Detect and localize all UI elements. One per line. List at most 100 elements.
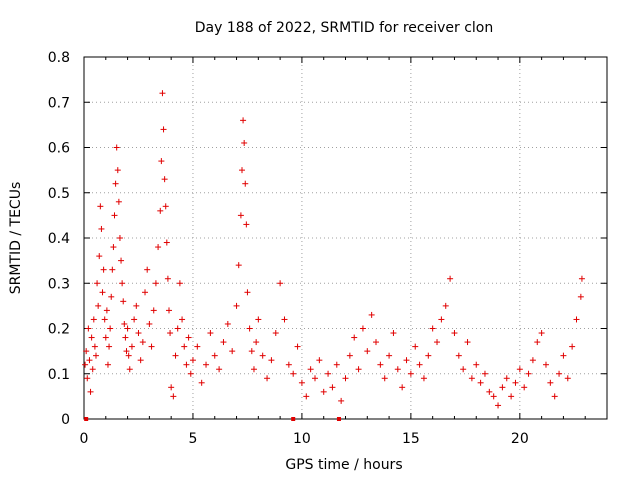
data-point	[394, 366, 401, 373]
data-point	[359, 325, 366, 332]
data-point	[142, 289, 149, 296]
data-point	[121, 320, 128, 327]
data-point	[125, 352, 132, 359]
data-point	[233, 302, 240, 309]
data-point	[477, 379, 484, 386]
data-point	[464, 339, 471, 346]
data-point	[547, 379, 554, 386]
data-point	[198, 379, 205, 386]
data-point	[490, 393, 497, 400]
data-point	[126, 366, 133, 373]
data-point	[311, 375, 318, 382]
data-point	[107, 325, 114, 332]
data-point	[165, 307, 172, 314]
y-tick-label: 0.3	[48, 276, 70, 292]
zero-marker	[84, 417, 89, 421]
data-point	[307, 366, 314, 373]
data-point	[109, 266, 116, 273]
data-point	[355, 366, 362, 373]
data-point	[381, 375, 388, 382]
data-point	[442, 302, 449, 309]
data-point	[259, 352, 266, 359]
data-point	[244, 289, 251, 296]
data-point	[253, 339, 260, 346]
data-point	[237, 212, 244, 219]
data-point	[189, 357, 196, 364]
data-point	[551, 393, 558, 400]
data-point	[573, 316, 580, 323]
data-point	[473, 361, 480, 368]
y-tick-label: 0.1	[48, 367, 70, 383]
data-point	[174, 325, 181, 332]
x-tick-label: 5	[188, 431, 197, 447]
data-point	[108, 293, 115, 300]
data-point	[161, 176, 168, 183]
data-point	[170, 393, 177, 400]
data-point	[495, 402, 502, 409]
data-point	[144, 266, 151, 273]
data-point	[235, 262, 242, 269]
y-tick-label: 0.2	[48, 322, 70, 338]
data-point	[85, 325, 92, 332]
data-point	[325, 370, 332, 377]
data-point	[114, 167, 121, 174]
data-point	[158, 158, 165, 165]
data-point	[377, 361, 384, 368]
data-point	[97, 203, 104, 210]
data-point	[91, 343, 98, 350]
data-point	[102, 334, 109, 341]
data-point	[434, 339, 441, 346]
data-point	[412, 343, 419, 350]
data-point	[90, 316, 97, 323]
data-point	[486, 388, 493, 395]
data-point	[115, 198, 122, 205]
data-point	[120, 298, 127, 305]
data-point	[542, 361, 549, 368]
data-point	[187, 370, 194, 377]
data-point	[159, 90, 166, 97]
data-point	[183, 361, 190, 368]
data-point	[346, 352, 353, 359]
data-point	[240, 117, 247, 124]
data-point	[194, 343, 201, 350]
chart-title: Day 188 of 2022, SRMTID for receiver clo…	[195, 20, 493, 36]
data-point	[386, 352, 393, 359]
data-point	[119, 280, 126, 287]
data-point	[160, 126, 167, 133]
data-point	[176, 280, 183, 287]
data-point	[578, 275, 585, 282]
data-point	[128, 343, 135, 350]
data-point	[451, 330, 458, 337]
data-point	[88, 334, 95, 341]
data-point	[285, 361, 292, 368]
x-axis-label: GPS time / hours	[285, 457, 402, 473]
data-point	[416, 361, 423, 368]
data-point	[94, 280, 101, 287]
data-point	[113, 144, 120, 151]
data-point	[185, 334, 192, 341]
data-point	[438, 316, 445, 323]
data-point	[556, 370, 563, 377]
data-point	[220, 339, 227, 346]
data-point	[101, 316, 108, 323]
x-tick-label: 0	[80, 431, 89, 447]
data-point	[106, 343, 113, 350]
data-point	[460, 366, 467, 373]
data-point	[104, 361, 111, 368]
x-tick-label: 20	[511, 431, 529, 447]
data-point	[429, 325, 436, 332]
data-point	[516, 366, 523, 373]
data-point	[139, 339, 146, 346]
x-tick-label: 15	[402, 431, 420, 447]
data-point	[241, 139, 248, 146]
data-point	[135, 330, 142, 337]
data-point	[146, 320, 153, 327]
zero-markers	[84, 417, 341, 421]
data-point	[82, 361, 89, 368]
data-point	[152, 280, 159, 287]
data-point	[98, 225, 105, 232]
data-point	[243, 221, 250, 228]
axis-ticks: 0 0.1 0.2 0.3 0.4 0.5 0.6 0.7 0.8 0 5 10 15 20	[48, 50, 607, 447]
data-point	[179, 316, 186, 323]
data-point	[320, 388, 327, 395]
